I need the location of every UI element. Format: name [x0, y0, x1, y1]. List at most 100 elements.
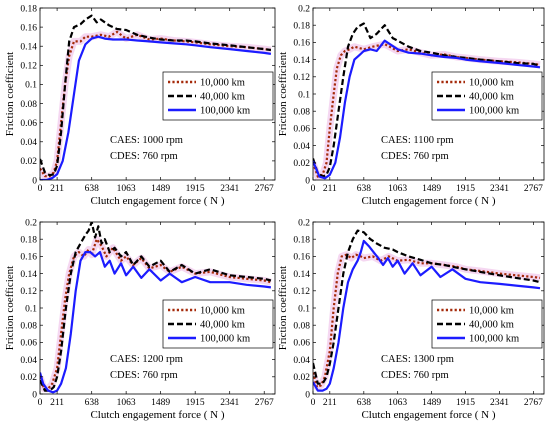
series-100000km-line — [313, 239, 541, 392]
x-tick-label: 638 — [85, 184, 100, 194]
x-axis-label: Clutch engagement force ( N ) — [90, 409, 224, 421]
legend-label: 10,000 km — [200, 78, 245, 89]
series-40000km-line — [313, 229, 541, 385]
y-tick-label: 0.18 — [20, 4, 37, 14]
chart-panel-bottom-left: 0 211 638 1063 1489 1915 2341 2767 0 0.02 0.04 0.06… — [4, 218, 276, 421]
legend: 10,000 km 40,000 km 100,000 km — [162, 299, 274, 349]
y-tick-label: 0.08 — [293, 108, 310, 118]
y-tick-label: 0.14 — [20, 270, 37, 280]
x-tick-label: 0 — [38, 398, 43, 408]
chart-panel-bottom-right: 0 211 638 1063 1489 1915 2341 2767 0 0.02 0.04 0.06… — [277, 218, 545, 421]
x-tick-label: 638 — [357, 184, 372, 194]
x-axis-label: Clutch engagement force ( N ) — [361, 195, 495, 207]
x-axis-label: Clutch engagement force ( N ) — [361, 409, 495, 421]
x-tick-label: 1063 — [117, 184, 136, 194]
legend-label: 10,000 km — [200, 306, 245, 317]
legend: 10,000 km 40,000 km 100,000 km — [162, 71, 274, 121]
x-tick-label: 2341 — [490, 184, 509, 194]
x-tick-label: 2767 — [255, 398, 274, 408]
legend-label: 10,000 km — [469, 306, 514, 317]
series-10000km-line — [313, 253, 541, 389]
condition-annotation: CDES: 760 rpm — [381, 151, 449, 162]
y-tick-label: 0.16 — [20, 23, 37, 33]
x-tick-label: 0 — [311, 398, 316, 408]
y-tick-label: 0.12 — [293, 73, 310, 83]
x-tick-label: 211 — [323, 398, 337, 408]
series-40000km-line — [40, 222, 272, 392]
y-tick-label: 0.02 — [20, 373, 37, 383]
y-tick-label: 0.06 — [20, 119, 37, 129]
axes-frame — [39, 7, 276, 181]
legend-label: 100,000 km — [469, 106, 519, 117]
series-40000km-line — [313, 22, 541, 178]
y-tick-label: 0.04 — [20, 356, 37, 366]
y-axis-label: Friction coefficient — [4, 266, 16, 350]
y-tick-label: 0.2 — [25, 218, 37, 228]
y-tick-label: 0.1 — [298, 90, 310, 100]
y-tick-label: 0.04 — [293, 142, 310, 152]
y-tick-label: 0.18 — [293, 236, 310, 246]
condition-annotation: CAES: 1100 rpm — [381, 135, 454, 146]
y-tick-label: 0.2 — [298, 4, 310, 14]
y-tick-label: 0.16 — [293, 39, 310, 49]
condition-annotation: CDES: 760 rpm — [110, 151, 178, 162]
condition-annotation: CDES: 760 rpm — [110, 370, 178, 381]
condition-annotation: CDES: 760 rpm — [381, 370, 449, 381]
y-tick-label: 0.06 — [20, 339, 37, 349]
legend: 10,000 km 40,000 km 100,000 km — [431, 299, 543, 349]
x-tick-label: 211 — [323, 184, 337, 194]
y-tick-label: 0.12 — [20, 287, 37, 297]
x-tick-label: 2767 — [524, 398, 543, 408]
y-tick-label: 0.16 — [20, 253, 37, 263]
series-100000km-line — [313, 39, 541, 180]
x-tick-label: 638 — [357, 398, 372, 408]
series-100000km-line — [40, 251, 272, 394]
y-tick-label: 0.12 — [20, 62, 37, 72]
series-10000km-line — [313, 42, 541, 178]
x-tick-label: 211 — [50, 398, 64, 408]
x-tick-label: 1489 — [151, 398, 170, 408]
x-tick-label: 1489 — [422, 184, 441, 194]
y-tick-label: 0.02 — [293, 373, 310, 383]
x-tick-label: 1915 — [186, 398, 205, 408]
y-tick-label: 0.12 — [293, 287, 310, 297]
series-10000km-line — [40, 238, 272, 390]
y-tick-label: 0 — [305, 176, 310, 186]
x-tick-label: 2767 — [255, 184, 274, 194]
y-tick-label: 0.18 — [293, 22, 310, 32]
y-tick-label: 0.18 — [20, 236, 37, 246]
x-tick-label: 211 — [50, 184, 64, 194]
condition-annotation: CAES: 1000 rpm — [110, 135, 183, 146]
y-tick-label: 0 — [305, 390, 310, 400]
x-tick-label: 2341 — [220, 398, 239, 408]
series-100000km-line — [40, 35, 272, 180]
y-tick-label: 0.2 — [298, 218, 310, 228]
y-tick-label: 0.02 — [293, 159, 310, 169]
condition-annotation: CAES: 1200 rpm — [110, 354, 183, 365]
legend-label: 100,000 km — [200, 334, 250, 345]
y-tick-label: 0.04 — [293, 356, 310, 366]
y-tick-label: 0 — [32, 390, 37, 400]
y-tick-label: 0.06 — [293, 339, 310, 349]
y-tick-label: 0.1 — [25, 304, 37, 314]
x-tick-label: 1489 — [422, 398, 441, 408]
y-axis-label: Friction coefficient — [4, 52, 16, 136]
y-tick-label: 0.08 — [293, 322, 310, 332]
y-tick-label: 0.1 — [298, 304, 310, 314]
y-tick-label: 0.02 — [20, 157, 37, 167]
x-tick-label: 0 — [38, 184, 43, 194]
y-tick-label: 0.1 — [25, 81, 37, 91]
legend-label: 100,000 km — [200, 106, 250, 117]
x-tick-label: 1915 — [186, 184, 205, 194]
chart-panel-top-right: 0 211 638 1063 1489 1915 2341 2767 0 0.02 0.04 0.06… — [277, 4, 545, 207]
x-tick-label: 1489 — [151, 184, 170, 194]
legend-label: 10,000 km — [469, 78, 514, 89]
y-tick-label: 0.14 — [293, 270, 310, 280]
x-tick-label: 0 — [311, 184, 316, 194]
legend-label: 40,000 km — [469, 320, 514, 331]
y-tick-label: 0.04 — [20, 138, 37, 148]
x-tick-label: 2767 — [524, 184, 543, 194]
y-tick-label: 0.14 — [20, 43, 37, 53]
x-tick-label: 1063 — [388, 398, 407, 408]
